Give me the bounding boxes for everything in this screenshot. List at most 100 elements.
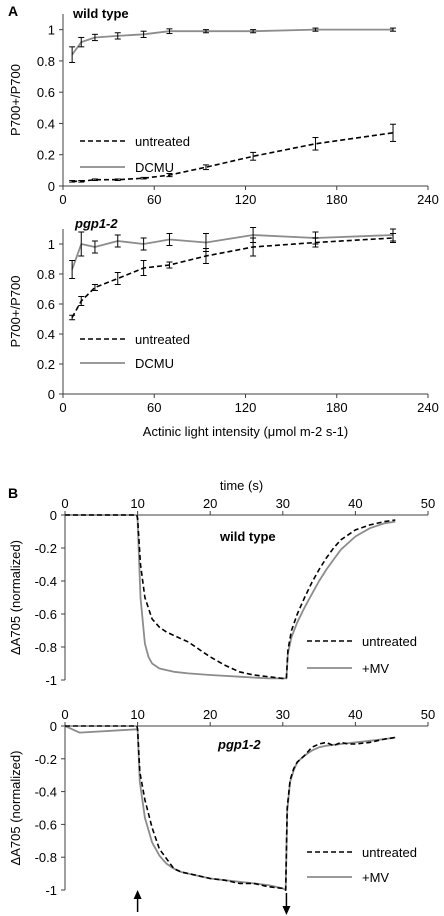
y-tick-label: 0.8 bbox=[37, 54, 55, 69]
y-tick-label: -0.4 bbox=[35, 574, 57, 589]
error-bar bbox=[91, 284, 98, 291]
legend-label: DCMU bbox=[135, 160, 174, 175]
chart-1: 0 60 120 180 240 0 0.2 0.4 0.6 0.8 1 P700+/P700 wild… bbox=[8, 6, 439, 207]
x-tick-label: 50 bbox=[421, 707, 435, 722]
error-bar bbox=[202, 29, 209, 34]
chart-title: pgp1-2 bbox=[74, 216, 118, 231]
error-bar bbox=[91, 178, 98, 182]
error-bar bbox=[312, 27, 319, 32]
y-tick-label: -0.6 bbox=[35, 817, 57, 832]
series-line-dcmu bbox=[71, 28, 393, 56]
x-tick-label: 120 bbox=[235, 192, 257, 207]
x-tick-label: 10 bbox=[130, 707, 144, 722]
error-bar bbox=[114, 234, 121, 248]
series-line-untreated bbox=[72, 132, 394, 183]
x-tick-label: 40 bbox=[348, 707, 362, 722]
error-bar bbox=[250, 151, 257, 161]
y-tick-label: -1 bbox=[45, 673, 57, 688]
x-tick-label: 50 bbox=[421, 496, 435, 511]
x-tick-label: 120 bbox=[235, 400, 257, 415]
panel-a-label: A bbox=[8, 3, 18, 19]
x-tick-label: 30 bbox=[276, 707, 290, 722]
y-tick-label: -0.4 bbox=[35, 785, 57, 800]
error-bar bbox=[69, 46, 76, 63]
legend-label: untreated bbox=[362, 845, 417, 860]
y-tick-label: 0.6 bbox=[37, 85, 55, 100]
y-tick-label: 0.8 bbox=[37, 267, 55, 282]
chart-2: 0 60 120 180 240 0 0.2 0.4 0.6 0.8 1 P700+/P700 Acti… bbox=[8, 216, 439, 439]
error-bar bbox=[390, 27, 397, 32]
x-tick-label: 240 bbox=[417, 400, 439, 415]
y-tick-label: 0 bbox=[48, 387, 55, 402]
error-bar bbox=[114, 272, 121, 285]
panel-b-label: B bbox=[8, 485, 18, 501]
x-tick-label: 180 bbox=[326, 400, 348, 415]
chart-title: wild type bbox=[219, 529, 276, 544]
legend-label: untreated bbox=[135, 134, 190, 149]
x-tick-label: 180 bbox=[326, 192, 348, 207]
y-axis-label: ΔA705 (normalized) bbox=[8, 751, 23, 866]
error-bar bbox=[166, 261, 173, 269]
y-tick-label: 0.4 bbox=[37, 116, 55, 131]
y-axis-label: ΔA705 (normalized) bbox=[8, 540, 23, 655]
error-bar bbox=[91, 33, 98, 42]
series-line-untreated bbox=[71, 237, 394, 318]
x-tick-label: 10 bbox=[130, 496, 144, 511]
y-tick-label: 0 bbox=[50, 719, 57, 734]
error-bar bbox=[78, 231, 85, 257]
error-bar bbox=[140, 176, 147, 180]
x-axis-label: Actinic light intensity (μmol m-2 s-1) bbox=[143, 424, 348, 439]
series-line-dcmu bbox=[71, 234, 394, 270]
series-line-untreated bbox=[65, 514, 396, 680]
error-bar bbox=[69, 260, 76, 279]
error-bar bbox=[140, 260, 147, 276]
error-bar bbox=[250, 237, 257, 257]
y-tick-label: 0.2 bbox=[37, 357, 55, 372]
error-bar bbox=[78, 180, 85, 183]
error-bar bbox=[114, 178, 121, 182]
error-bar bbox=[166, 28, 173, 35]
chart-title: pgp1-2 bbox=[217, 737, 261, 752]
y-tick-label: -0.8 bbox=[35, 850, 57, 865]
light-off-arrow-icon bbox=[282, 906, 291, 915]
x-tick-label: 20 bbox=[203, 707, 217, 722]
y-tick-label: 0.2 bbox=[37, 148, 55, 163]
error-bar bbox=[166, 172, 173, 178]
error-bar bbox=[91, 240, 98, 254]
x-tick-label: 0 bbox=[61, 707, 68, 722]
y-tick-label: -1 bbox=[45, 883, 57, 898]
error-bar bbox=[166, 233, 173, 246]
error-bar bbox=[312, 137, 319, 151]
y-tick-label: -0.2 bbox=[35, 541, 57, 556]
legend-label: DCMU bbox=[135, 356, 174, 371]
y-tick-label: 1 bbox=[48, 23, 55, 38]
error-bar bbox=[202, 164, 209, 171]
error-bar bbox=[312, 237, 319, 248]
x-tick-label: 0 bbox=[59, 400, 66, 415]
x-tick-label: 240 bbox=[417, 192, 439, 207]
error-bar bbox=[250, 29, 257, 34]
y-tick-label: -0.2 bbox=[35, 752, 57, 767]
error-bar bbox=[202, 248, 209, 264]
y-tick-label: 0.4 bbox=[37, 327, 55, 342]
error-bar bbox=[69, 180, 76, 183]
x-tick-label: 0 bbox=[59, 192, 66, 207]
error-bar bbox=[390, 123, 397, 142]
error-bar bbox=[114, 32, 121, 40]
series-line--mv bbox=[64, 725, 396, 891]
series-line-untreated bbox=[65, 725, 396, 891]
y-tick-label: -0.6 bbox=[35, 607, 57, 622]
x-axis-label: time (s) bbox=[220, 478, 263, 493]
legend-label: untreated bbox=[135, 332, 190, 347]
error-bar bbox=[140, 237, 147, 251]
x-tick-label: 20 bbox=[203, 496, 217, 511]
chart-title: wild type bbox=[72, 6, 129, 21]
y-tick-label: 0 bbox=[50, 508, 57, 523]
error-bar bbox=[78, 296, 85, 306]
light-arrows bbox=[133, 890, 291, 915]
legend-label: +MV bbox=[362, 870, 389, 885]
x-tick-label: 40 bbox=[348, 496, 362, 511]
x-tick-label: 0 bbox=[61, 496, 68, 511]
y-tick-label: 1 bbox=[48, 237, 55, 252]
